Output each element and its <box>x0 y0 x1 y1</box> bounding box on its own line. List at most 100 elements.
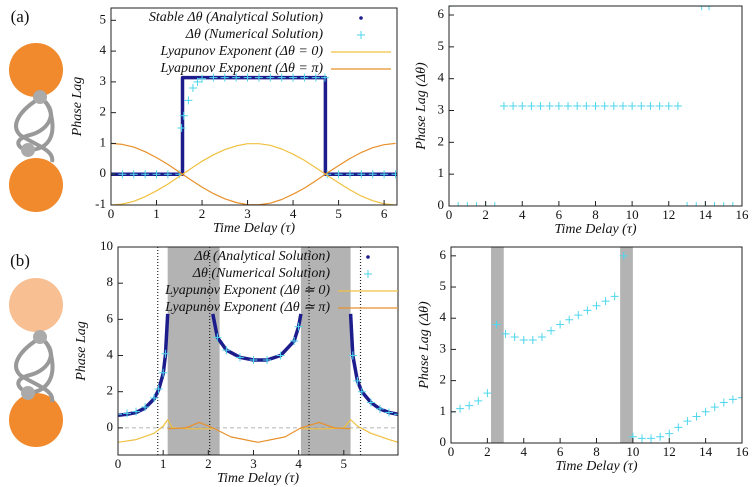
data-point <box>674 423 683 432</box>
data-point <box>375 404 384 413</box>
y-tick-label: 6 <box>440 247 447 262</box>
data-point <box>501 329 510 338</box>
data-point <box>565 315 574 324</box>
x-tick-label: 16 <box>736 207 750 222</box>
legend-label: Δθ (Analytical Solution) <box>193 249 330 264</box>
data-dots <box>111 75 397 176</box>
y-axis-label: Phase Lag (Δθ) <box>414 62 429 151</box>
y-axis-label: Phase Lag (Δθ) <box>417 301 432 390</box>
data-point <box>209 73 218 82</box>
x-tick-label: 4 <box>295 456 302 471</box>
x-tick-label: 6 <box>557 444 564 459</box>
y-tick-label: 4 <box>100 42 107 57</box>
x-tick-label: 12 <box>662 207 675 222</box>
y-tick-label: 1 <box>438 165 445 180</box>
data-point <box>152 170 161 179</box>
data-point <box>266 73 275 82</box>
legend-label: Stable Δθ (Analytical Solution) <box>149 10 323 25</box>
data-point <box>564 102 573 111</box>
data-point <box>518 102 527 111</box>
data-point <box>536 102 545 111</box>
data-point <box>646 102 655 111</box>
shaded-region <box>620 247 633 443</box>
data-point <box>198 74 207 83</box>
y-tick-label: 3 <box>100 73 107 88</box>
data-point <box>141 170 150 179</box>
data-point <box>556 320 565 329</box>
legend-symbol <box>359 16 363 20</box>
x-axis-label: Time Delay (τ) <box>213 221 295 236</box>
data-point <box>527 102 536 111</box>
y-tick-label: 3 <box>440 340 447 355</box>
y-tick-label: 6 <box>107 310 114 325</box>
data-point <box>276 351 285 360</box>
data-point <box>656 432 665 441</box>
y-tick-label: 0 <box>100 165 107 180</box>
data-point <box>454 202 463 206</box>
data-point <box>177 124 186 133</box>
data-point <box>628 102 637 111</box>
x-axis-label: Time Delay (τ) <box>556 459 638 474</box>
data-point <box>334 170 343 179</box>
data-point <box>637 102 646 111</box>
data-point <box>456 404 465 413</box>
y-tick-label: 5 <box>438 38 445 53</box>
legend-label: Lyapunov Exponent (Δθ = π) <box>159 61 323 76</box>
x-tick-label: 4 <box>519 207 526 222</box>
data-point <box>545 102 554 111</box>
x-tick-label: 6 <box>556 207 563 222</box>
data-point <box>161 349 170 358</box>
x-tick-label: 1 <box>153 206 160 221</box>
data-point <box>353 376 362 385</box>
data-point <box>673 102 682 111</box>
y-tick-label: 2 <box>107 383 114 398</box>
data-point <box>394 410 398 419</box>
data-point <box>184 96 193 105</box>
data-point <box>655 102 664 111</box>
data-point <box>391 170 397 179</box>
data-point <box>232 73 241 82</box>
data-point <box>141 403 150 412</box>
plot-area <box>118 247 398 455</box>
data-point <box>465 401 474 410</box>
data-point <box>348 351 357 360</box>
legend-label: Lyapunov Exponent (Δθ = 0) <box>159 44 323 59</box>
y-tick-label: 2 <box>438 133 445 148</box>
data-point <box>573 102 582 111</box>
y-tick-label: 4 <box>107 347 114 362</box>
data-point <box>320 73 329 82</box>
x-tick-label: 16 <box>736 444 750 459</box>
y-axis-label: Phase Lag <box>74 321 89 382</box>
x-tick-label: 5 <box>335 206 342 221</box>
x-tick-label: 0 <box>115 456 122 471</box>
y-tick-label: 2 <box>440 372 447 387</box>
chart-panel: 0 1 2 3 4 5 0 2 4 6 8 10 Time Delay (τ) Phase Lag (b) Δ… <box>10 238 399 486</box>
data-point <box>311 73 320 82</box>
data-point <box>728 202 737 206</box>
y-tick-label: 5 <box>100 11 107 26</box>
y-tick-label: 8 <box>107 274 114 289</box>
data-line <box>118 419 398 443</box>
data-point <box>582 102 591 111</box>
x-tick-label: 10 <box>626 207 639 222</box>
plot-frame <box>117 246 399 456</box>
data-point <box>163 170 172 179</box>
data-point <box>510 332 519 341</box>
x-axis-label: Time Delay (τ) <box>555 222 637 237</box>
data-point <box>592 301 601 310</box>
y-tick-label: -1 <box>95 196 106 211</box>
data-point <box>618 102 627 111</box>
data-point <box>118 410 122 419</box>
data-point <box>710 202 719 206</box>
data-point <box>368 170 377 179</box>
y-tick-label: 0 <box>107 419 114 434</box>
oscillator-icon-a <box>9 43 63 212</box>
x-tick-label: 0 <box>446 207 453 222</box>
data-point <box>159 368 168 377</box>
data-point <box>664 102 673 111</box>
x-axis-label: Time Delay (τ) <box>217 471 299 486</box>
data-point <box>537 332 546 341</box>
x-tick-label: 10 <box>626 444 639 459</box>
